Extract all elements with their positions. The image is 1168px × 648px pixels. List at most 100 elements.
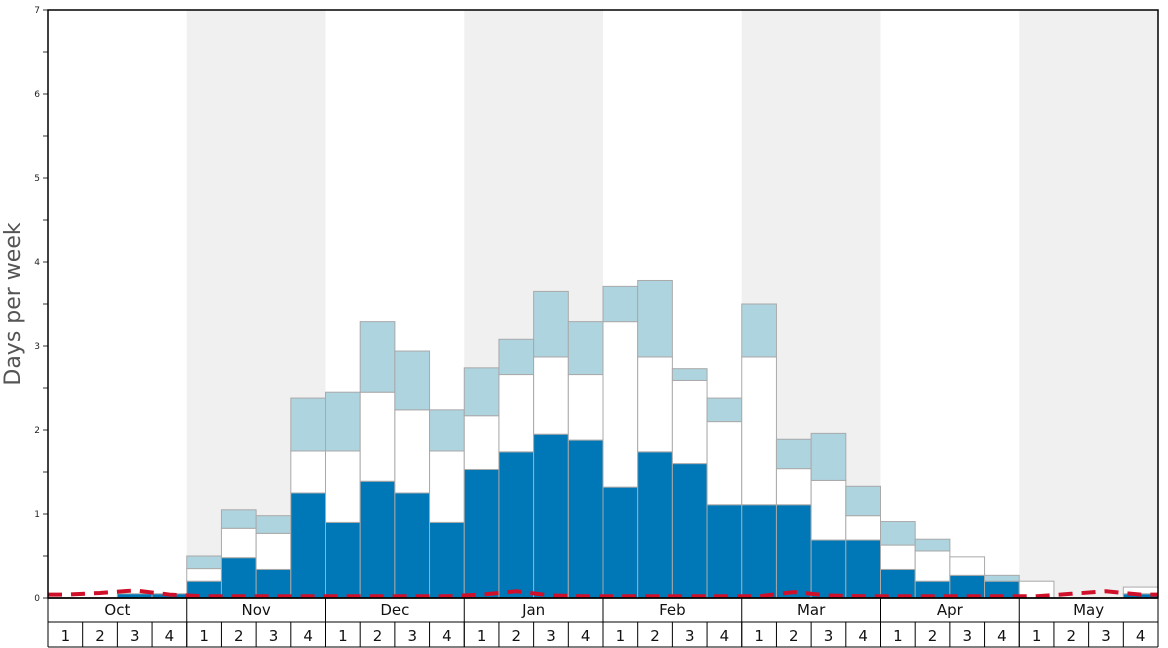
bar-segment [567,439,604,599]
week-label: 2 [95,627,105,645]
bar-segment [325,450,361,523]
week-label: 1 [893,627,903,645]
bar-segment [671,379,708,465]
week-label: 1 [616,627,626,645]
week-label: 4 [165,627,175,645]
bar-segment [914,550,951,582]
bar-segment [394,350,431,411]
bar-segment [186,555,222,570]
week-label: 1 [754,627,764,645]
bar-segment [255,532,292,570]
threshold-line [47,588,1159,599]
week-label: 3 [407,627,417,645]
week-label: 3 [1101,627,1111,645]
bar-segment [290,492,326,599]
bar-segment [845,515,881,541]
bar-segment [637,451,673,599]
bar-segment [706,397,743,423]
bar-segment [706,504,743,599]
bar-segment [602,321,639,488]
bar-segment [255,515,292,534]
y-tick-label: 1 [34,510,40,520]
bar-segment [325,391,361,452]
bar-segment [949,556,986,576]
bar-segment [394,409,431,494]
bar-segment [637,356,673,453]
bar-segment [775,468,812,506]
y-tick-label: 7 [34,6,40,16]
bar-segment [429,521,465,599]
bar-segment [775,504,812,599]
week-label: 2 [789,627,799,645]
y-tick-label: 6 [34,90,40,100]
bar-segment [463,468,500,599]
bar-segment [220,509,257,529]
bar-segment [325,521,361,599]
bar-segment [602,285,639,323]
month-label-dec: Dec [380,601,409,619]
month-label-mar: Mar [797,601,826,619]
bar-segment [914,538,951,552]
bar-segment [359,321,396,393]
week-label: 3 [130,627,140,645]
bar-segment [220,557,257,599]
bar-segment [290,397,326,452]
month-label-apr: Apr [937,601,964,619]
week-label: 3 [685,627,695,645]
month-label-jan: Jan [521,601,545,619]
bar-segment [533,290,569,358]
bar-segment [359,480,396,599]
week-label: 1 [61,627,71,645]
bar-segment [880,521,916,546]
bar-segment [429,450,465,523]
week-label: 1 [199,627,209,645]
bar-segment [741,303,777,358]
bar-segment [394,492,431,599]
bar-segment [498,338,535,376]
y-tick-label: 5 [34,174,40,184]
bar-segment [671,463,708,599]
bar-segment [255,568,292,599]
week-label: 2 [1067,627,1077,645]
bar-segment [533,433,569,599]
week-label: 2 [650,627,660,645]
month-shading-may [1019,10,1158,598]
week-label: 3 [269,627,279,645]
bar-segment [775,438,812,470]
bar-segment [810,539,847,599]
y-tick-label: 0 [34,594,40,604]
bar-segment [880,544,916,570]
week-label: 4 [720,627,730,645]
week-label: 4 [997,627,1007,645]
bar-segment [810,432,847,481]
bar-segment [741,356,777,506]
bar-segment [463,367,500,417]
month-label-nov: Nov [241,601,270,619]
y-tick-label: 2 [34,426,40,436]
week-label: 2 [234,627,244,645]
week-label: 4 [581,627,591,645]
bar-segment [498,451,535,599]
bar-segment [602,486,639,599]
week-label: 1 [338,627,348,645]
bar-segment [810,479,847,541]
bar-segment [498,374,535,453]
bar-segment [290,450,326,494]
bar-segment [220,527,257,559]
bar-segment [463,415,500,470]
week-label: 4 [442,627,452,645]
y-axis-label: Days per week [1,222,26,385]
bar-segment [845,485,881,517]
month-label-may: May [1073,601,1104,619]
bar-segment [637,279,673,358]
bar-segment [984,574,1020,582]
bar-segment [845,539,881,599]
week-label: 4 [858,627,868,645]
week-label: 2 [928,627,938,645]
bar-segment [429,409,465,452]
bar-segment [706,421,743,506]
bar-segment [880,568,916,599]
week-label: 4 [303,627,313,645]
y-tick-label: 4 [34,258,40,268]
y-tick-label: 3 [34,342,40,352]
